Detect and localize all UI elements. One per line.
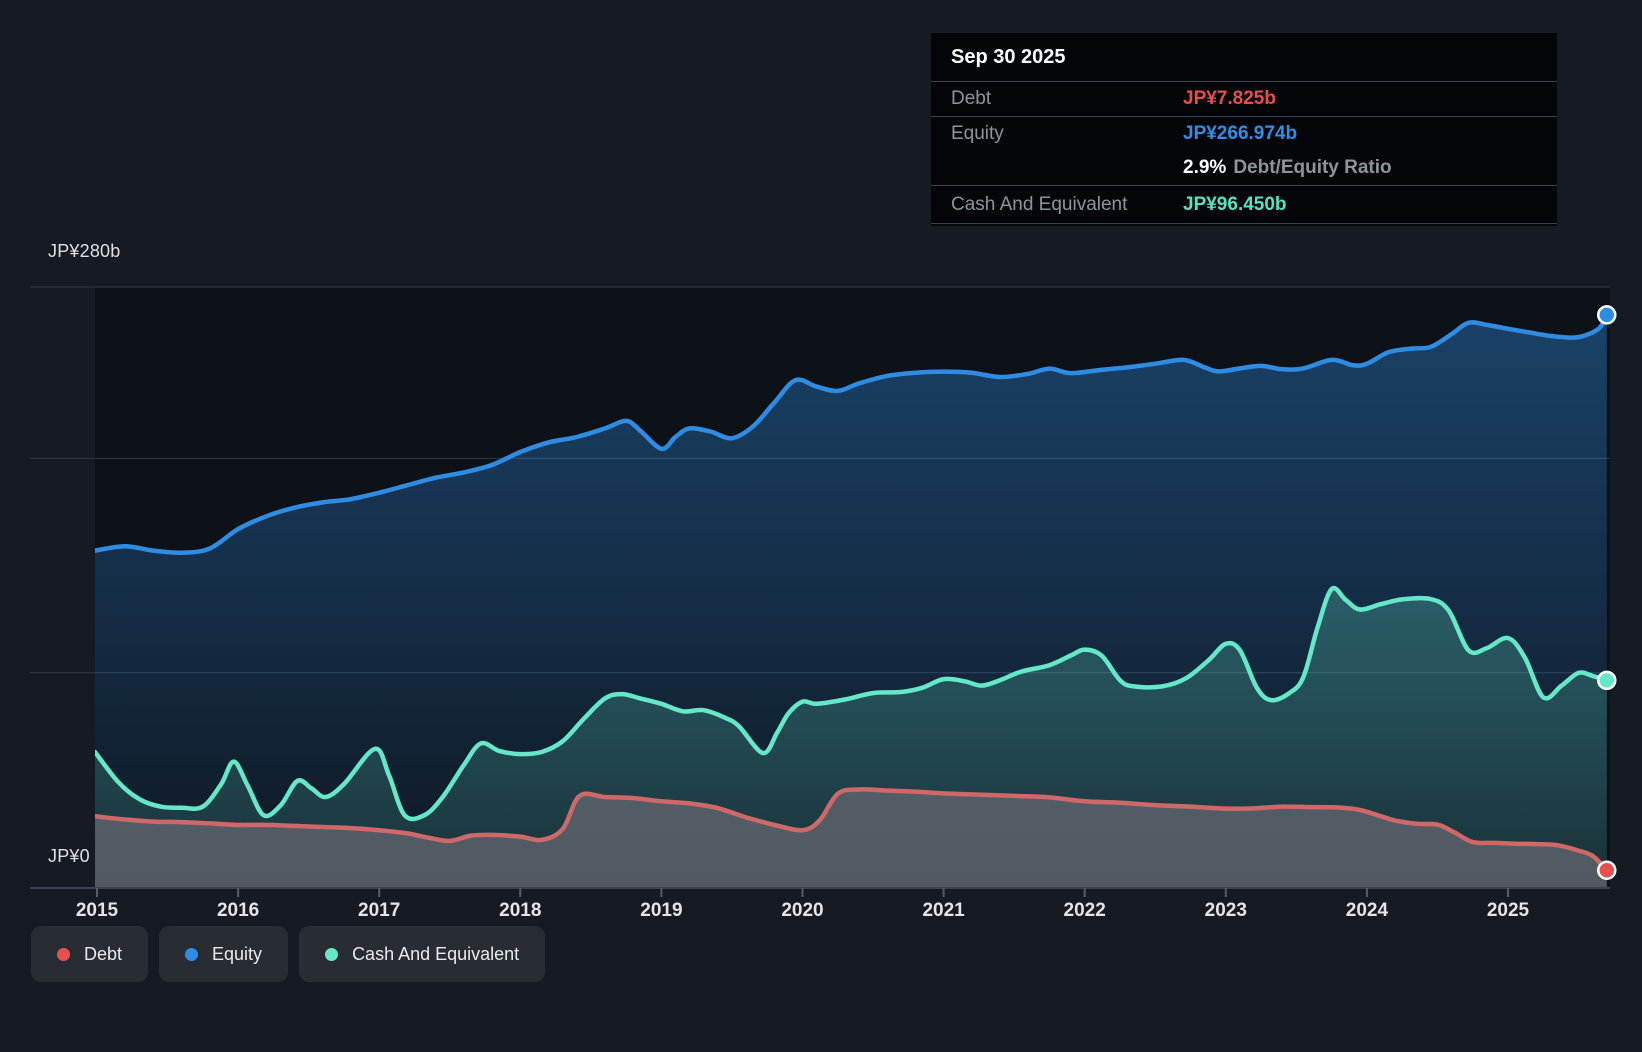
legend-cash-label: Cash And Equivalent [352,943,520,964]
tooltip-debt-value: JP¥7.825b [1183,88,1276,109]
debt-dot-icon [57,947,70,961]
tooltip-debt-row: Debt JP¥7.825b [931,81,1557,116]
y-axis-zero-label: JP¥0 [48,846,90,866]
tooltip-equity-value: JP¥266.974b [1183,123,1298,144]
debt-area [95,789,1607,888]
x-tick-label-2025: 2025 [1487,900,1530,921]
legend-debt-label: Debt [84,943,123,964]
tooltip-cash-value: JP¥96.450b [1183,193,1287,215]
debt-line [95,787,1610,873]
x-tick-label-2022: 2022 [1064,900,1106,921]
x-tick-label-2015: 2015 [76,900,119,921]
x-tick-label-2017: 2017 [358,900,400,921]
legend-item-debt[interactable]: Debt [31,926,149,982]
cash-and-equivalent-endpoint-dot[interactable] [1597,670,1617,691]
x-tick-label-2021: 2021 [922,900,965,921]
x-tick-label-2024: 2024 [1346,900,1389,921]
tooltip-debt-label: Debt [951,88,992,109]
debt-endpoint-dot[interactable] [1597,860,1617,880]
legend-item-cash[interactable]: Cash And Equivalent [299,926,546,982]
equity-endpoint-dot[interactable] [1597,305,1617,325]
equity-line [95,312,1610,556]
chart-legend: Debt Equity Cash And Equivalent [31,926,546,982]
legend-item-equity[interactable]: Equity [159,926,289,982]
tooltip-date: Sep 30 2025 [951,46,1066,68]
y-axis-max-label: JP¥280b [48,241,121,261]
x-tick-label-2023: 2023 [1205,900,1247,921]
chart-tooltip: Sep 30 2025 Debt JP¥7.825b Equity JP¥266… [931,33,1557,226]
cash-dot-icon [325,947,339,961]
tooltip-ratio-value: 2.9% [1183,157,1227,178]
x-tick-label-2016: 2016 [217,900,259,921]
tooltip-equity-label: Equity [951,123,1004,144]
tooltip-ratio-row: 2.9% Debt/Equity Ratio [931,151,1557,185]
tooltip-cash-label: Cash And Equivalent [951,193,1128,215]
legend-equity-label: Equity [212,943,263,964]
tooltip-cash-row: Cash And Equivalent JP¥96.450b [931,185,1557,224]
x-tick-label-2019: 2019 [640,900,682,921]
x-tick-label-2018: 2018 [499,900,541,921]
x-tick-label-2020: 2020 [781,900,823,921]
tooltip-equity-row: Equity JP¥266.974b [931,116,1557,151]
cash-and-equivalent-line [95,585,1610,822]
tooltip-ratio-label: Debt/Equity Ratio [1233,157,1392,178]
equity-dot-icon [185,947,199,961]
